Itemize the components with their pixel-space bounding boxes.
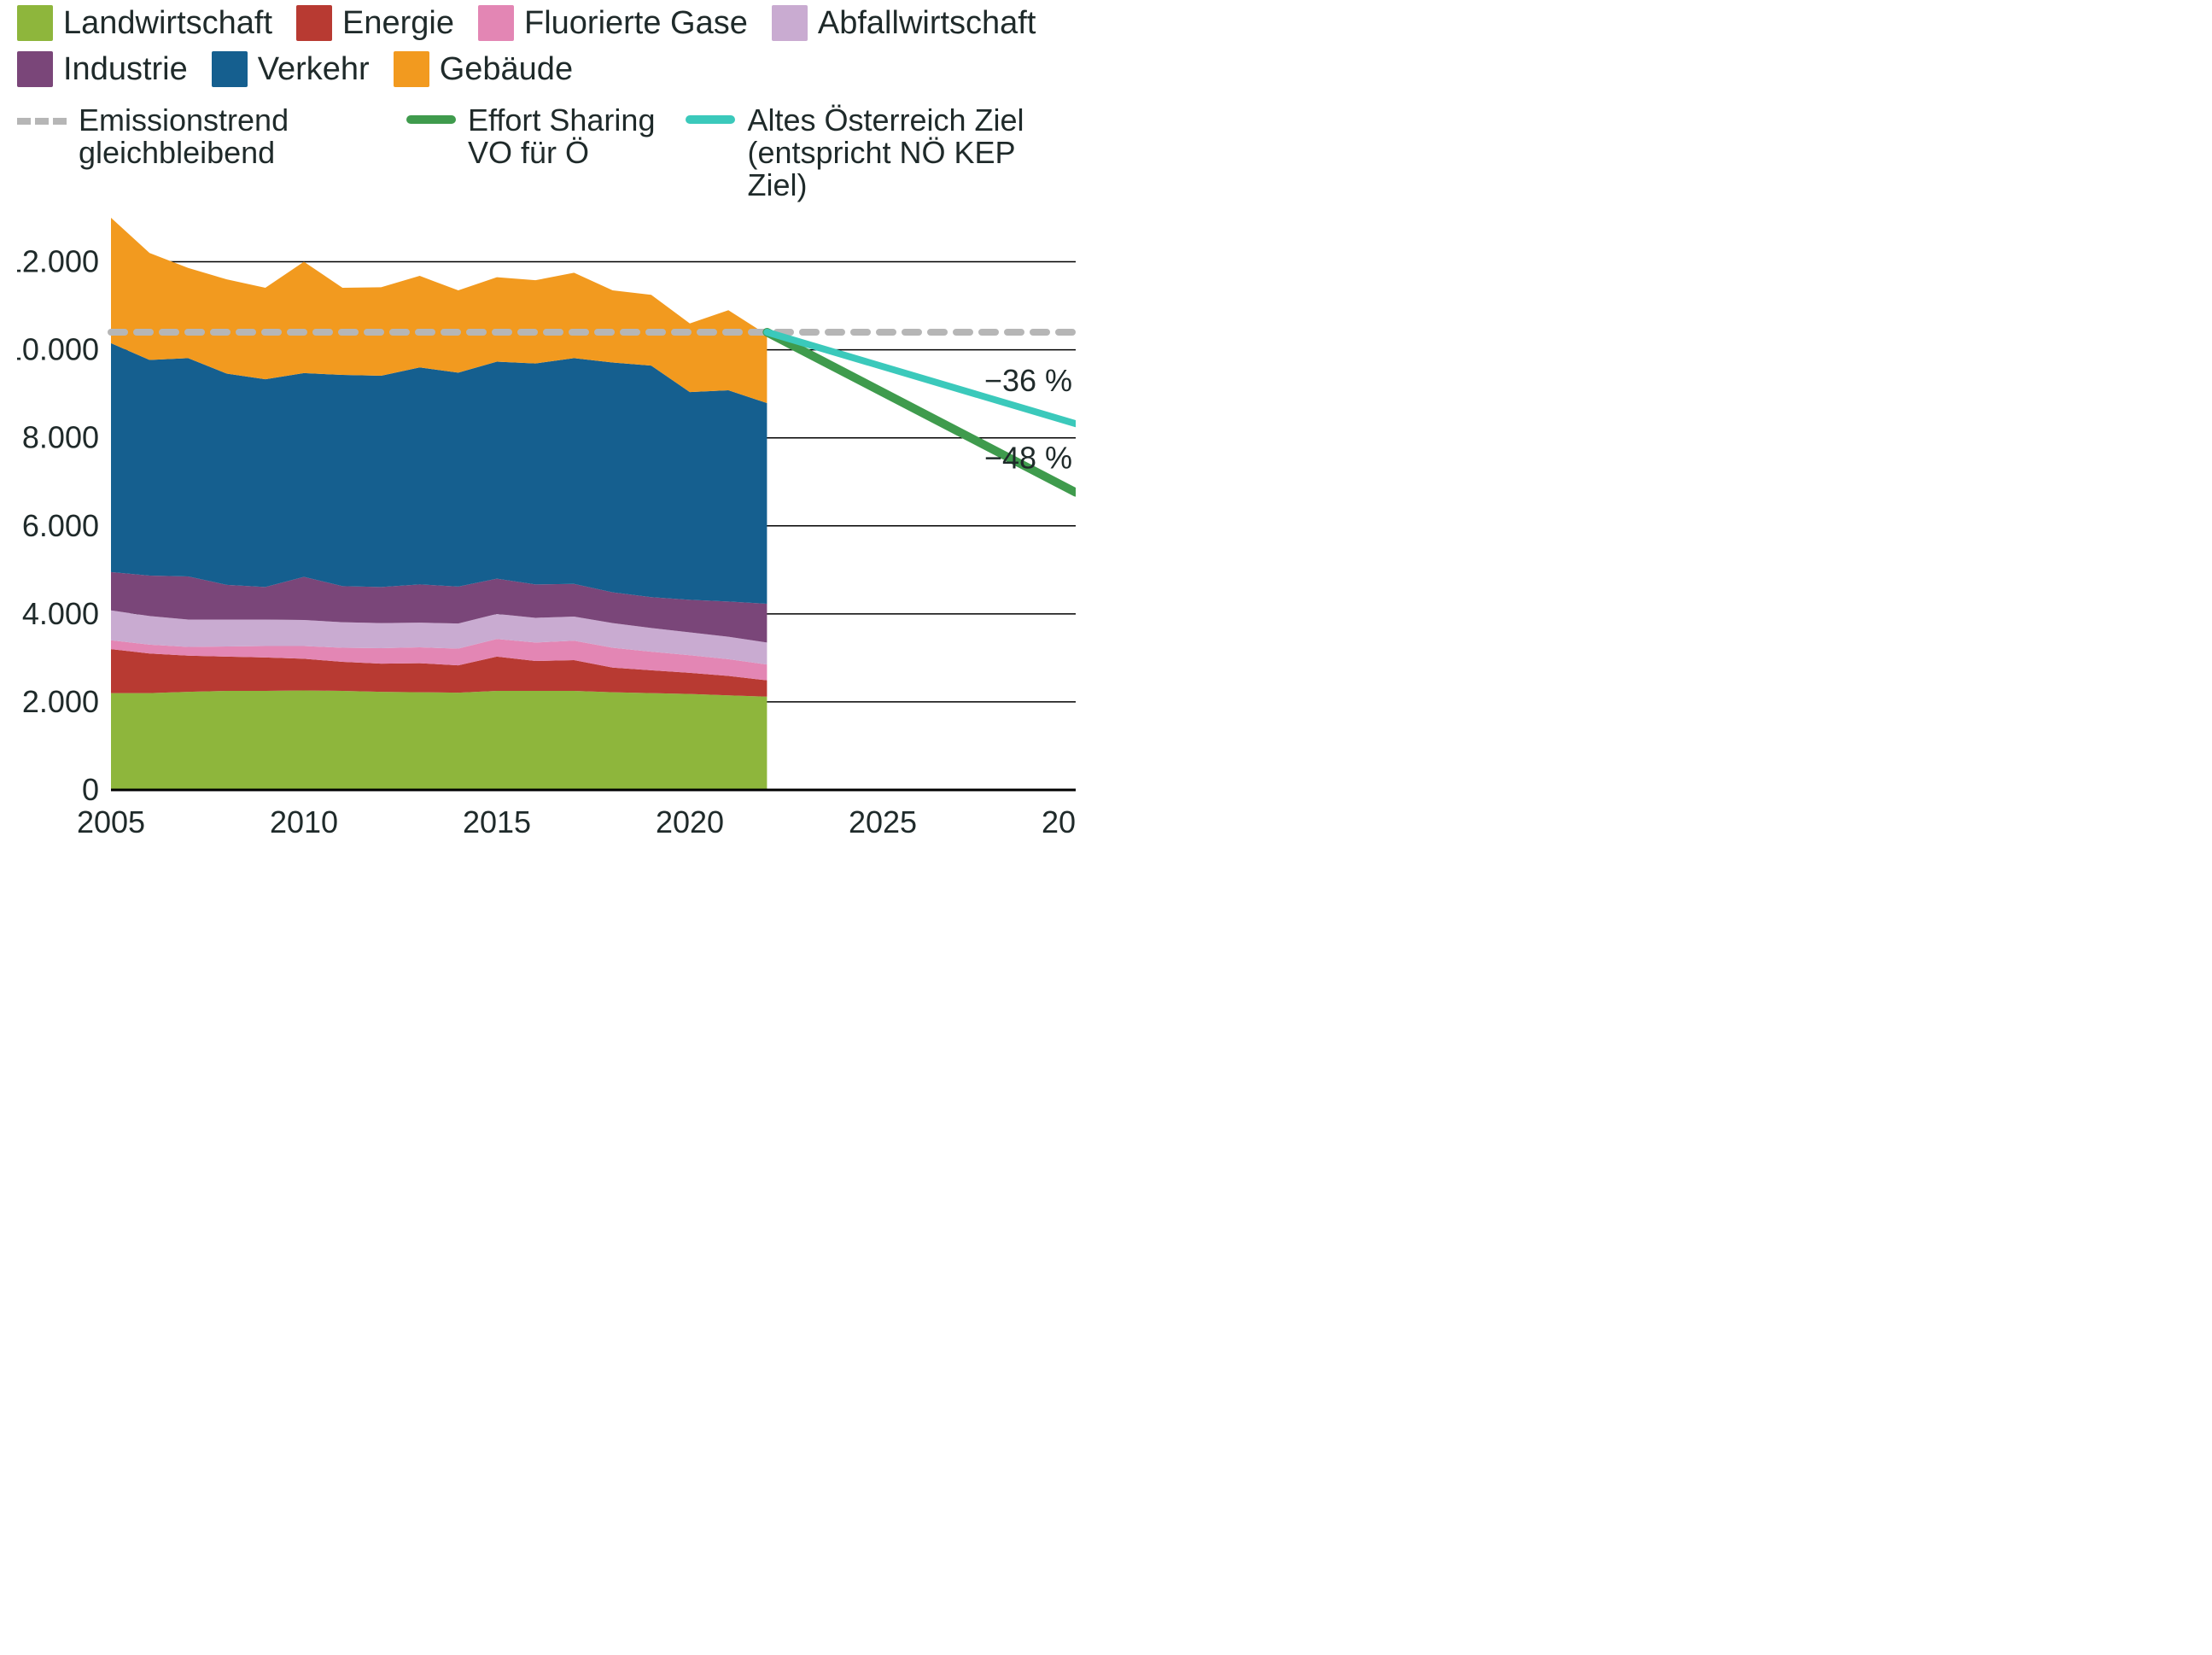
area-Verkehr [111,343,767,604]
area-Landwirtschaft [111,691,767,790]
legend-label: Energie [342,7,454,39]
x-tick-label: 2015 [463,804,531,839]
y-tick-label: 6.000 [22,508,99,543]
legend-trend-label: Altes Österreich Ziel(entspricht NÖ KEP … [747,104,1044,201]
x-tick-label: 2010 [270,804,338,839]
legend-swatch [296,5,332,41]
legend-item-3: Abfallwirtschaft [772,5,1036,41]
legend-swatch [17,5,53,41]
legend-trend-2: Altes Österreich Ziel(entspricht NÖ KEP … [686,104,1044,201]
legend-swatch [394,51,429,87]
legend-swatch [772,5,808,41]
legend-item-2: Fluorierte Gase [478,5,748,41]
legend-item-5: Verkehr [212,51,370,87]
legend-item-6: Gebäude [394,51,573,87]
legend-label: Fluorierte Gase [524,7,748,39]
legend-label: Verkehr [258,53,370,85]
y-tick-label: 10.000 [17,332,99,367]
annot-altes-ziel: −36 % [984,364,1072,399]
legend-trend-marker [406,115,456,124]
legend-item-1: Energie [296,5,454,41]
x-tick-label: 2020 [656,804,724,839]
legend-trend-marker [686,115,735,124]
x-tick-label: 2005 [77,804,145,839]
legend-trend-1: Effort SharingVO für Ö [406,104,655,201]
y-tick-label: 0 [82,772,99,807]
legend-trends: Emissionstrend gleichbleibend Effort Shar… [17,92,1076,201]
y-tick-label: 4.000 [22,596,99,631]
emissions-chart: −36 % −48 % 0 2.000 4.000 6.000 8.000 10.000 12.… [17,218,1076,850]
legend-label: Industrie [63,53,188,85]
legend-trend-label: Effort SharingVO für Ö [468,104,655,169]
x-tick-label: 2025 [849,804,917,839]
legend-swatch [478,5,514,41]
annot-effort-sharing: −48 % [984,441,1072,476]
y-tick-label: 8.000 [22,420,99,455]
legend-trend-label: Emissionstrend gleichbleibend [79,104,376,169]
legend-swatch [17,51,53,87]
legend-item-4: Industrie [17,51,188,87]
legend-label: Gebäude [440,53,573,85]
x-tick-label: 2030 [1042,804,1076,839]
y-tick-label: 2.000 [22,684,99,719]
legend-label: Landwirtschaft [63,7,272,39]
y-tick-label: 12.000 [17,244,99,279]
legend-label: Abfallwirtschaft [818,7,1036,39]
legend-series: Landwirtschaft Energie Fluorierte Gase Abfa… [17,0,1076,92]
legend-trend-marker [17,118,67,125]
legend-trend-0: Emissionstrend gleichbleibend [17,104,376,201]
legend-swatch [212,51,248,87]
legend-item-0: Landwirtschaft [17,5,272,41]
